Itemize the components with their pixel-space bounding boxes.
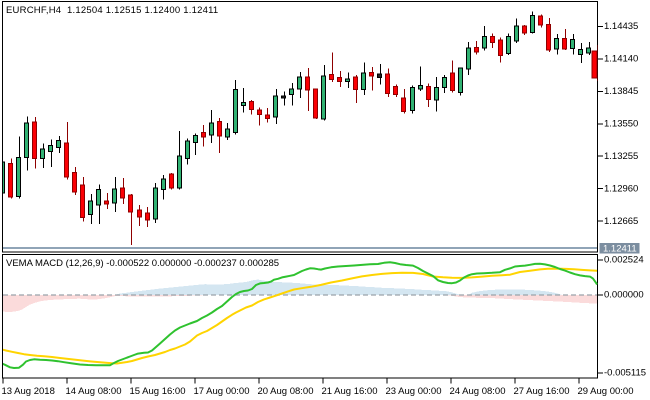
svg-text:29 Aug 00:00: 29 Aug 00:00 [578, 386, 634, 397]
svg-text:VEMA MACD (12,26,9) -0.000522: VEMA MACD (12,26,9) -0.000522 0.000000 -… [6, 258, 279, 269]
svg-text:14 Aug 08:00: 14 Aug 08:00 [66, 386, 122, 397]
svg-text:1.13255: 1.13255 [604, 151, 638, 162]
svg-text:27 Aug 16:00: 27 Aug 16:00 [514, 386, 570, 397]
svg-text:1.14140: 1.14140 [604, 54, 638, 65]
svg-text:21 Aug 16:00: 21 Aug 16:00 [322, 386, 378, 397]
svg-text:1.12411: 1.12411 [603, 244, 637, 255]
svg-text:1.12960: 1.12960 [604, 183, 638, 194]
svg-text:1.12665: 1.12665 [604, 216, 638, 227]
svg-text:17 Aug 00:00: 17 Aug 00:00 [194, 386, 250, 397]
svg-text:24 Aug 08:00: 24 Aug 08:00 [450, 386, 506, 397]
svg-text:15 Aug 16:00: 15 Aug 16:00 [130, 386, 186, 397]
svg-text:0.000000: 0.000000 [604, 290, 644, 301]
svg-text:-0.005115: -0.005115 [604, 368, 646, 379]
svg-text:13 Aug 2018: 13 Aug 2018 [2, 386, 55, 397]
svg-text:23 Aug 00:00: 23 Aug 00:00 [386, 386, 442, 397]
svg-text:20 Aug 08:00: 20 Aug 08:00 [258, 386, 314, 397]
svg-text:1.13550: 1.13550 [604, 119, 638, 130]
svg-text:1.14435: 1.14435 [604, 21, 638, 32]
svg-text:1.13845: 1.13845 [604, 86, 638, 97]
svg-text:EURCHF,H4 1.12504 1.12515 1.1: EURCHF,H4 1.12504 1.12515 1.12400 1.1241… [6, 5, 218, 16]
svg-text:0.002524: 0.002524 [604, 255, 644, 266]
